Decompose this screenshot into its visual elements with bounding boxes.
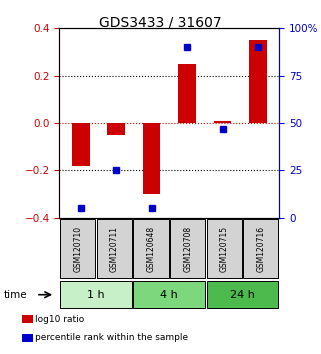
Text: GSM120716: GSM120716 xyxy=(256,225,265,272)
Bar xyxy=(143,123,160,194)
Bar xyxy=(214,121,231,123)
Text: GSM120648: GSM120648 xyxy=(146,225,155,272)
Text: GSM120711: GSM120711 xyxy=(110,226,119,272)
Text: time: time xyxy=(3,290,27,300)
Bar xyxy=(178,64,196,123)
Bar xyxy=(249,40,267,123)
Text: percentile rank within the sample: percentile rank within the sample xyxy=(35,333,188,342)
Text: 4 h: 4 h xyxy=(160,290,178,300)
Text: GSM120708: GSM120708 xyxy=(183,225,192,272)
Bar xyxy=(107,123,125,135)
Text: GDS3433 / 31607: GDS3433 / 31607 xyxy=(99,16,222,30)
Text: 1 h: 1 h xyxy=(87,290,105,300)
Text: GSM120710: GSM120710 xyxy=(73,225,82,272)
Bar xyxy=(72,123,90,166)
Text: 24 h: 24 h xyxy=(230,290,255,300)
Text: GSM120715: GSM120715 xyxy=(220,225,229,272)
Text: log10 ratio: log10 ratio xyxy=(35,315,84,324)
